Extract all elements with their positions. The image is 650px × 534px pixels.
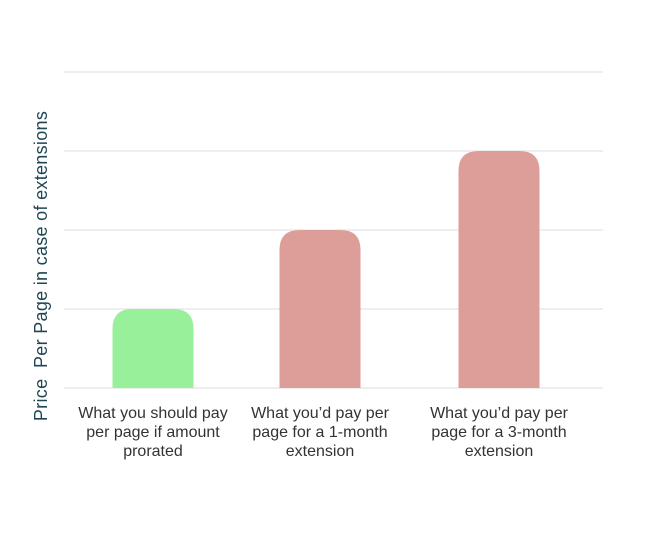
x-tick-label: What you’d pay per page for a 3-month ex… (430, 405, 568, 460)
bar (112, 309, 194, 388)
x-tick-label: What you’d pay per page for a 1-month ex… (251, 405, 389, 460)
bar (458, 151, 540, 388)
x-tick-label: What you should pay per page if amount p… (78, 405, 228, 460)
bar (279, 230, 361, 388)
y-axis-label: Price Per Page in case of extensions (31, 111, 51, 421)
